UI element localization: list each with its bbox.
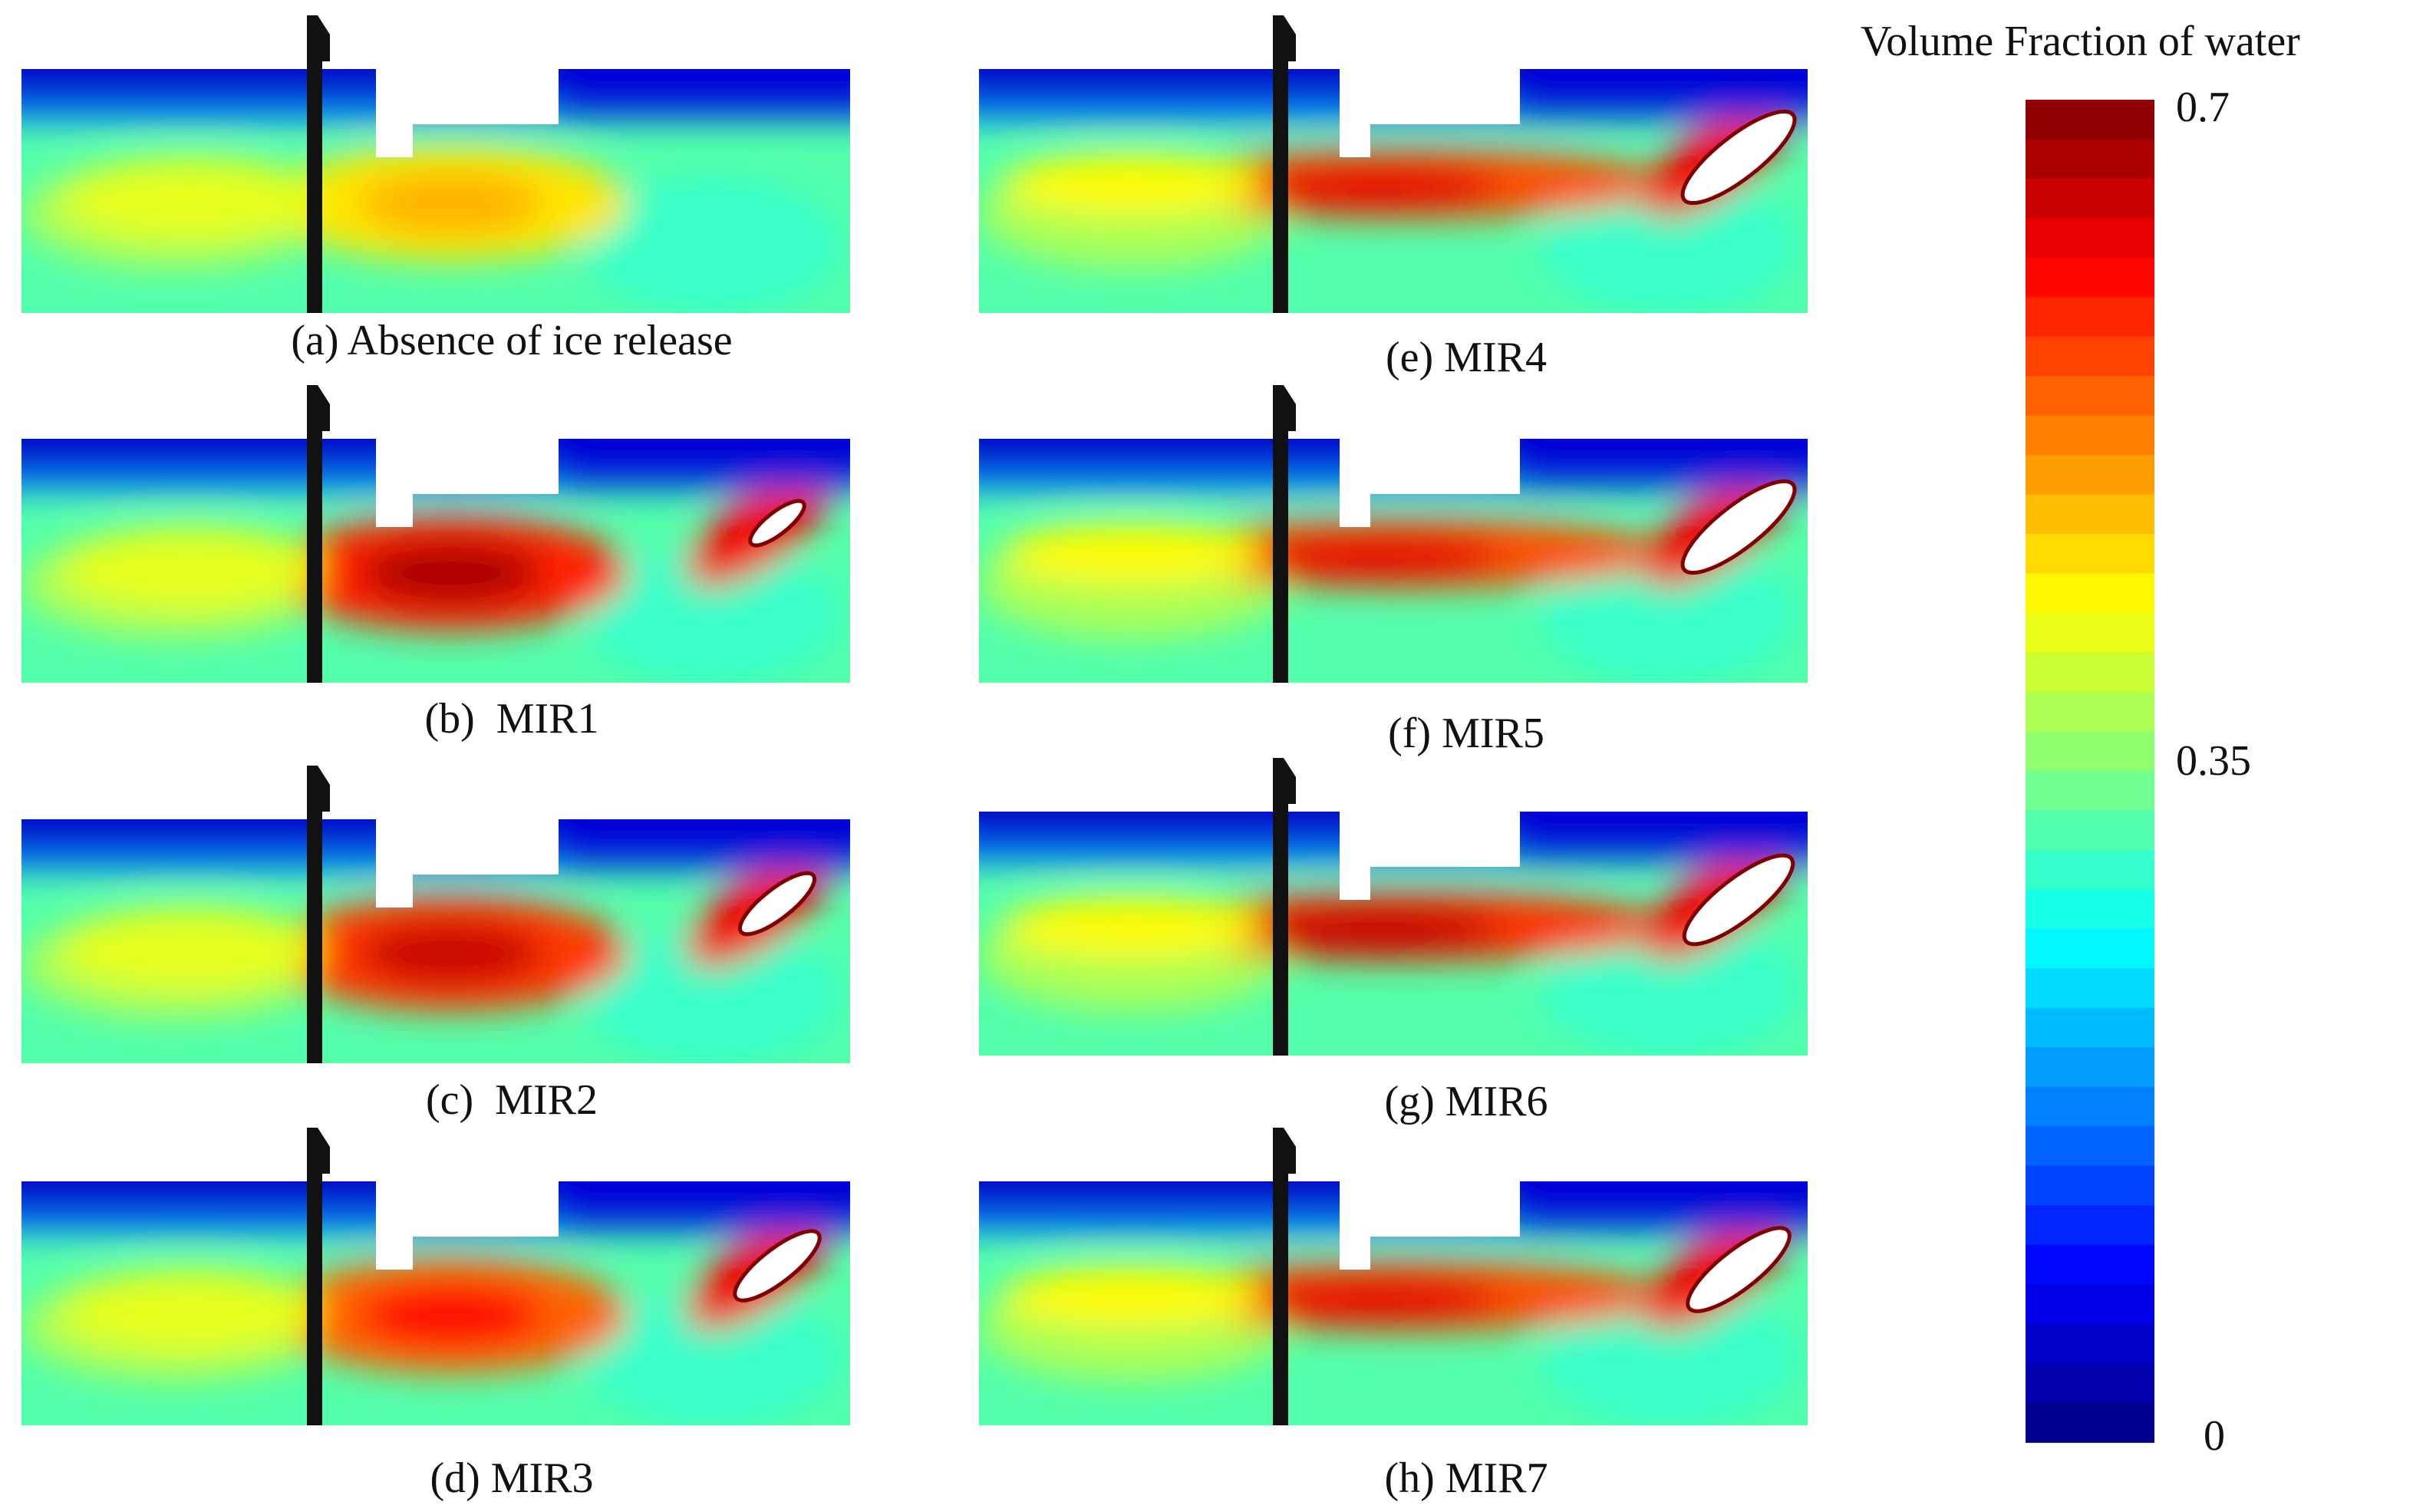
panels-group [21, 15, 1808, 1425]
colorbar-step [2026, 1244, 2154, 1285]
gate-wall [307, 1128, 330, 1425]
gate-wall [1273, 1128, 1296, 1425]
contour-panel [979, 758, 1808, 1056]
colorbar-step [2026, 218, 2154, 259]
caption-g: (g) MIR6 [1384, 1078, 1548, 1125]
contour-panel [21, 766, 850, 1063]
colorbar-step [2026, 928, 2154, 970]
colorbar-step [2026, 415, 2154, 456]
colorbar-step [2026, 1126, 2154, 1167]
gate-wall [307, 15, 330, 313]
caption-b: (b) MIR1 [424, 695, 599, 743]
colorbar-step [2026, 810, 2154, 851]
colorbar-step [2026, 692, 2154, 733]
colorbar-step [2026, 849, 2154, 891]
caption-e: (e) MIR4 [1386, 334, 1547, 381]
gate-wall [1273, 758, 1296, 1056]
colorbar-step [2026, 1007, 2154, 1049]
contour-panel [21, 15, 850, 313]
caption-c: (c) MIR2 [426, 1076, 598, 1124]
contour-panel [979, 15, 1808, 313]
colorbar-step [2026, 336, 2154, 377]
caption-f: (f) MIR5 [1388, 710, 1544, 757]
colorbar-step [2026, 1323, 2154, 1364]
colorbar-step [2026, 771, 2154, 812]
colorbar-step [2026, 889, 2154, 930]
gate-wall [1273, 15, 1296, 313]
colorbar-step [2026, 968, 2154, 1009]
ice-cavity [740, 873, 815, 934]
colorbar-step [2026, 1086, 2154, 1128]
legend-title: Volume Fraction of water [1861, 18, 2300, 65]
contour-panel [979, 385, 1808, 683]
colorbar-step [2026, 1047, 2154, 1088]
colorbar-step [2026, 455, 2154, 496]
gate-wall [307, 766, 330, 1063]
ice-cavity [734, 1230, 820, 1301]
colorbar-step [2026, 100, 2154, 140]
colorbar-step [2026, 1363, 2154, 1404]
ice-cavity [1687, 1227, 1790, 1312]
colorbar-step [2026, 573, 2154, 614]
colorbar-step [2026, 178, 2154, 219]
ice-cavity [1684, 855, 1793, 944]
colorbar-step [2026, 1205, 2154, 1246]
legend-min-label: 0 [2204, 1412, 2225, 1460]
contour-panel [979, 1128, 1808, 1425]
gate-wall [1273, 385, 1296, 683]
colorbar-step [2026, 731, 2154, 772]
contour-panel [21, 385, 850, 683]
colorbar-step [2026, 534, 2154, 575]
colorbar-step [2026, 1402, 2154, 1443]
colorbar-step [2026, 494, 2154, 535]
colorbar [2026, 100, 2154, 1443]
contour-panel [21, 1128, 850, 1425]
legend-mid-label: 0.35 [2176, 737, 2251, 785]
colorbar-step [2026, 1165, 2154, 1206]
ice-cavity [1683, 481, 1795, 573]
colorbar-step [2026, 652, 2154, 693]
ice-cavity [1683, 111, 1795, 203]
caption-d: (d) MIR3 [430, 1454, 594, 1502]
caption-a: (a) Absence of ice release [291, 317, 733, 364]
colorbar-step [2026, 139, 2154, 180]
colorbar-step [2026, 297, 2154, 338]
colorbar-step [2026, 613, 2154, 654]
colorbar-step [2026, 1284, 2154, 1325]
ice-cavity [750, 501, 805, 545]
legend-max-label: 0.7 [2176, 84, 2230, 131]
gate-wall [307, 385, 330, 683]
colorbar-step [2026, 376, 2154, 417]
colorbar-step [2026, 257, 2154, 298]
caption-h: (h) MIR7 [1384, 1454, 1548, 1502]
